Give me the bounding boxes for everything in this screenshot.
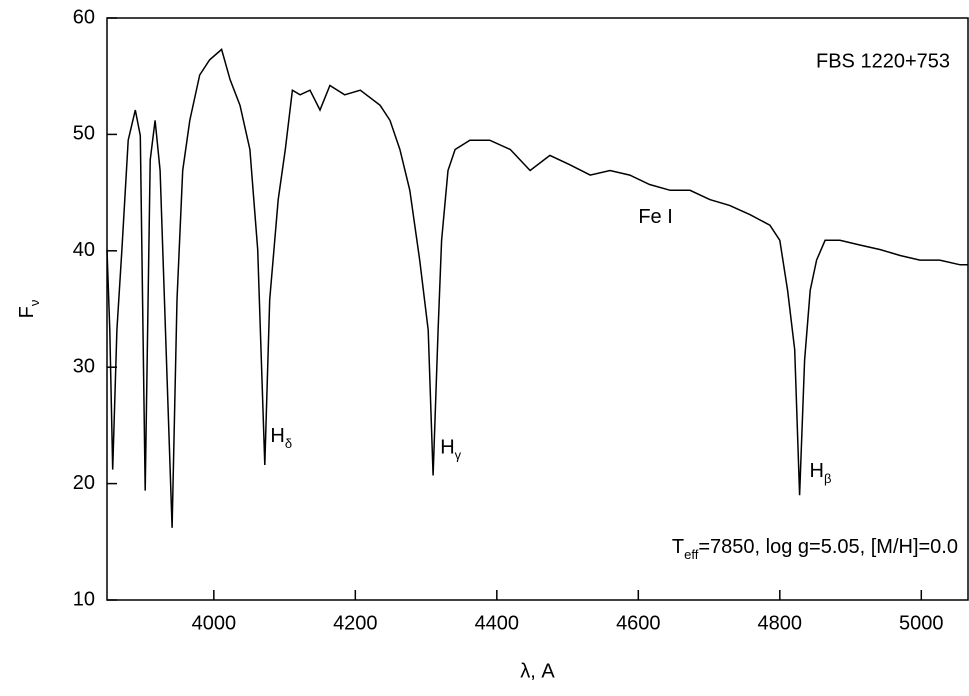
y-axis-label: Fν [16, 300, 42, 319]
annotation-sub: γ [455, 448, 462, 463]
y-tick-label: 10 [73, 588, 95, 610]
annotation: Hβ [810, 460, 832, 486]
annotation-main: H [440, 437, 454, 459]
annotation: Hγ [440, 437, 461, 463]
x-tick-label: 4400 [475, 612, 520, 634]
x-tick-label: 4800 [758, 612, 803, 634]
annotation-main: Fe I [638, 206, 672, 228]
parameters-sub: eff [684, 547, 699, 562]
y-tick-label: 20 [73, 472, 95, 494]
annotation-main: H [270, 425, 284, 447]
annotation-main: H [810, 460, 824, 482]
parameters: Teff=7850, log g=5.05, [M/H]=0.0 [672, 536, 958, 562]
x-axis-label: λ, A [520, 660, 555, 682]
x-tick-label: 4000 [192, 612, 237, 634]
y-tick-label: 60 [73, 6, 95, 28]
annotation: Hδ [270, 425, 292, 451]
annotation-sub: δ [285, 436, 292, 451]
spectrum-line [106, 48, 968, 528]
y-axis-label-main: F [16, 306, 38, 318]
parameters-rest: =7850, log g=5.05, [M/H]=0.0 [698, 536, 958, 558]
x-tick-label: 5000 [899, 612, 944, 634]
y-tick-label: 50 [73, 123, 95, 145]
plot-frame [106, 17, 969, 601]
y-tick-label: 30 [73, 355, 95, 377]
y-axis-label-sub: ν [27, 300, 42, 307]
annotation: Fe I [638, 206, 672, 228]
chart-title: FBS 1220+753 [816, 50, 950, 72]
y-tick-label: 40 [73, 239, 95, 261]
annotation-sub: β [824, 471, 831, 486]
parameters-main: T [672, 536, 684, 558]
x-tick-label: 4200 [333, 612, 378, 634]
x-tick-label: 4600 [616, 612, 661, 634]
